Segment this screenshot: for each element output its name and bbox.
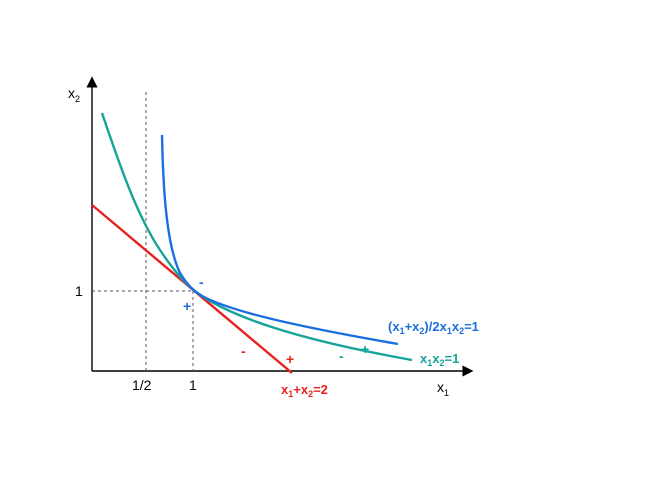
y-axis-label: x2 (68, 85, 80, 104)
sign-blue-minus: - (199, 274, 204, 290)
label-curve-ratio-eq-1: (x1+x2)/2x1x2=1 (388, 319, 479, 336)
x-tick-half: 1/2 (132, 377, 152, 393)
curve-x1x2-eq-1 (100, 112, 413, 362)
sign-teal-minus: - (339, 348, 344, 364)
x-axis-label: x1 (437, 379, 449, 398)
y-tick-one: 1 (75, 283, 83, 299)
x-tick-one: 1 (189, 377, 197, 393)
sign-teal-plus: + (361, 341, 369, 357)
sign-blue-plus: + (183, 298, 191, 314)
label-curve-x1x2-eq-1: x1x2=1 (420, 351, 459, 368)
sign-red-plus: + (286, 351, 294, 367)
curve-ratio-eq-1 (160, 134, 399, 346)
sign-red-minus: - (241, 343, 246, 359)
label-line-x1-plus-x2-eq-2: x1+x2=2 (281, 382, 328, 399)
